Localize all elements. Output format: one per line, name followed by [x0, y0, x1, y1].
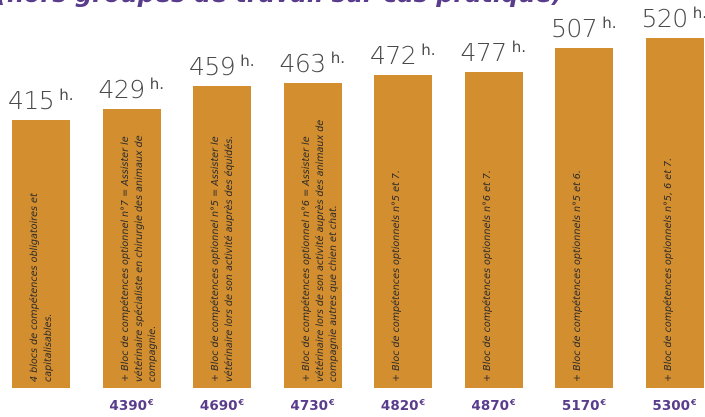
hours-label: 459 h.	[189, 52, 255, 81]
bar	[283, 83, 342, 388]
currency-symbol: €	[238, 398, 245, 407]
hours-value: 472	[370, 41, 417, 70]
price-value: 5300	[652, 398, 690, 414]
price-label: 4820€	[371, 398, 435, 414]
price-value: 4690	[199, 398, 238, 414]
bar-description: 4 blocs de compétences obligatoires et c…	[29, 193, 54, 382]
price-label: 5170€	[552, 398, 616, 414]
bar	[645, 38, 704, 388]
hours-label: 415 h.	[8, 86, 74, 115]
currency-symbol: €	[600, 398, 607, 407]
bar-description: + Bloc de compétences optionnels n°5 et …	[572, 170, 583, 382]
bar	[12, 120, 70, 388]
hours-unit: h.	[330, 49, 345, 67]
hours-label: 507 h.	[551, 14, 617, 43]
bar	[193, 86, 251, 388]
currency-symbol: €	[419, 398, 426, 407]
chart-title: (hors groupes de travail sur cas pratiqu…	[0, 0, 563, 8]
hours-unit: h.	[59, 86, 74, 104]
hours-value: 520	[641, 4, 689, 33]
price-label: 4690€	[190, 398, 254, 414]
hours-label: 429 h.	[99, 75, 165, 104]
price-label: 5300€	[643, 398, 705, 414]
hours-value: 477	[460, 38, 508, 67]
hours-value: 415	[8, 86, 55, 115]
hours-value: 429	[98, 75, 146, 104]
hours-value: 507	[551, 14, 598, 43]
price-value: 4730	[290, 398, 328, 414]
bar	[102, 109, 161, 388]
bar-description: + Bloc de compétences optionnels n°6 et …	[481, 170, 493, 382]
currency-symbol: €	[329, 398, 335, 407]
price-value: 5170	[561, 398, 600, 414]
bar	[374, 75, 432, 388]
hours-label: 472 h.	[370, 41, 436, 70]
price-value: 4870	[471, 398, 509, 414]
price-label: 4390€	[100, 398, 164, 414]
hours-unit: h.	[692, 4, 705, 22]
price-value: 4820	[380, 398, 419, 414]
price-label: 4870€	[462, 398, 526, 414]
bar	[555, 48, 613, 388]
currency-symbol: €	[510, 398, 516, 407]
bar-description: + Bloc de compétences optionnels n°5 et …	[391, 170, 402, 382]
bar	[464, 72, 523, 388]
bar-description: + Bloc de compétences optionnel n°7 = As…	[119, 135, 158, 382]
hours-label: 477 h.	[461, 38, 527, 67]
hours-value: 463	[279, 49, 327, 78]
hours-unit: h.	[240, 52, 255, 70]
hours-unit: h.	[602, 14, 617, 32]
hours-unit: h.	[421, 41, 436, 59]
bar-description: + Bloc de compétences optionnels n°5, 6 …	[662, 157, 674, 382]
hours-label: 463 h.	[280, 49, 346, 78]
hours-unit: h.	[149, 75, 164, 93]
price-value: 4390	[109, 398, 147, 414]
price-label: 4730€	[281, 398, 345, 414]
hours-value: 459	[189, 52, 236, 81]
bar-description: + Bloc de compétences optionnel n°5 = As…	[210, 135, 235, 382]
currency-symbol: €	[148, 398, 154, 407]
hours-unit: h.	[511, 38, 526, 56]
bar-description: + Bloc de compétences optionnel n°6 = As…	[300, 119, 339, 382]
currency-symbol: €	[691, 398, 697, 407]
